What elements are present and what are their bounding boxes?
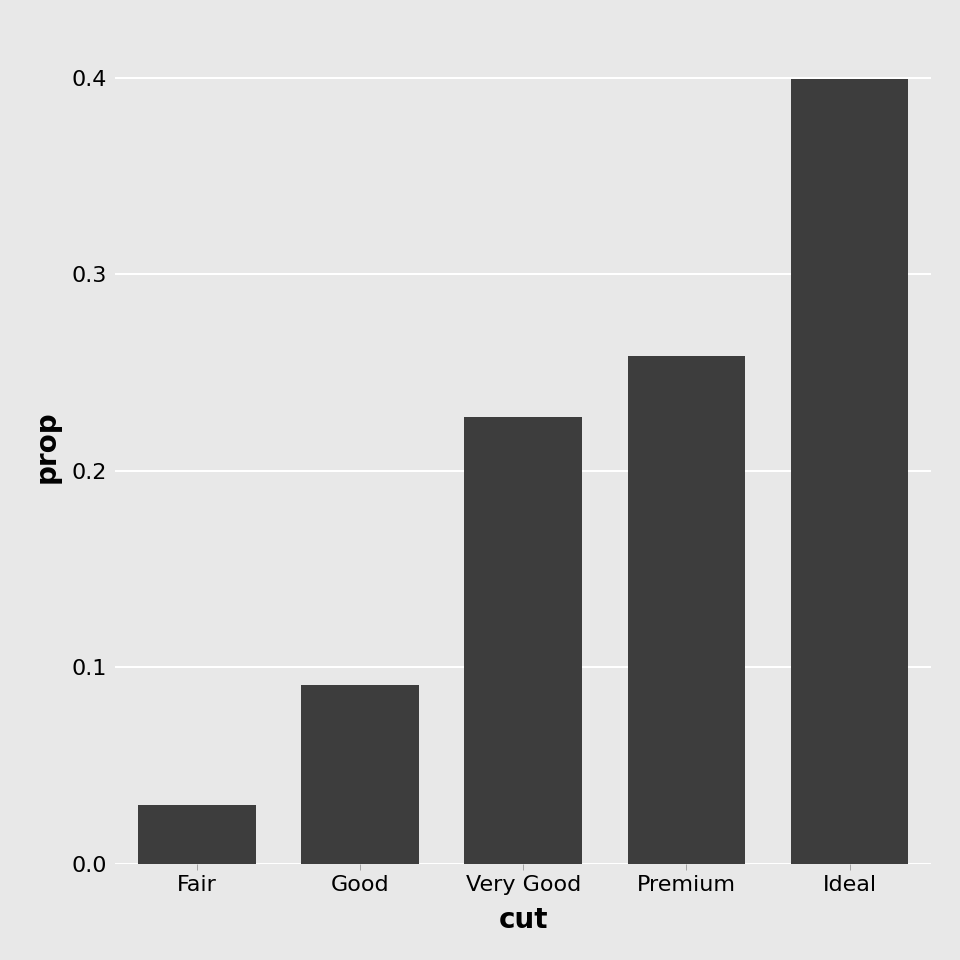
Bar — [138, 805, 255, 864]
Bar — [791, 79, 908, 864]
Y-axis label: prop: prop — [33, 410, 60, 483]
Bar — [301, 685, 419, 864]
X-axis label: cut: cut — [498, 906, 548, 934]
Bar — [465, 418, 582, 864]
Bar — [628, 356, 745, 864]
